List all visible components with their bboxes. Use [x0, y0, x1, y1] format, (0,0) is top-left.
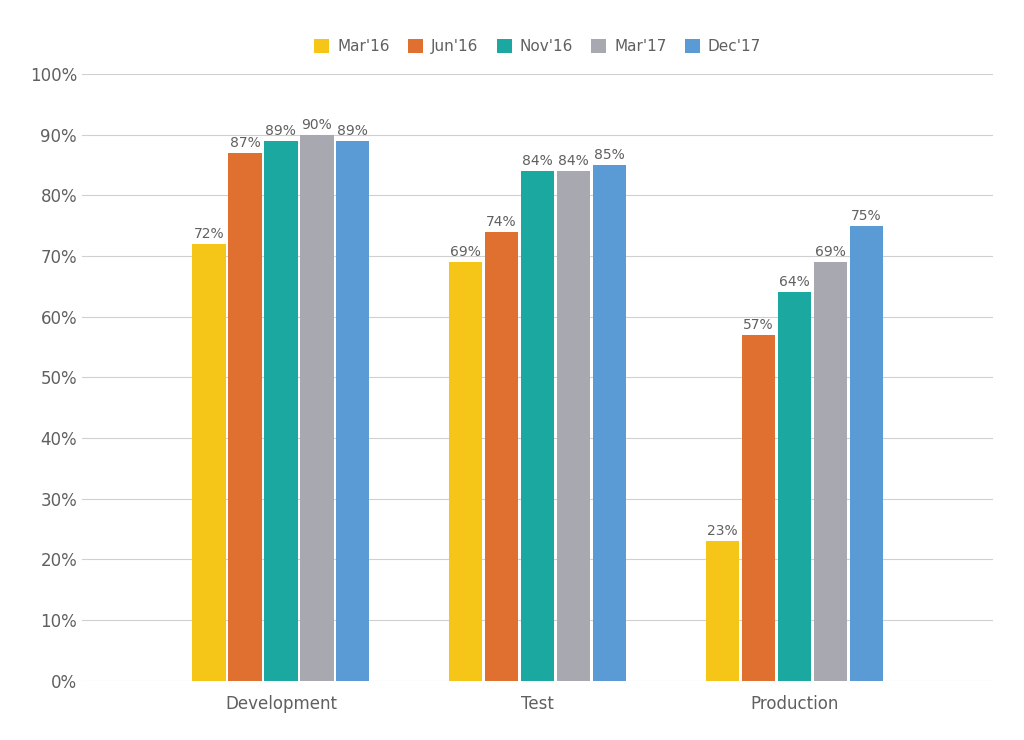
- Bar: [557, 171, 590, 681]
- Text: 84%: 84%: [558, 154, 589, 168]
- Text: 89%: 89%: [265, 124, 296, 138]
- Text: 90%: 90%: [301, 118, 332, 132]
- Text: 64%: 64%: [779, 275, 810, 289]
- Bar: [300, 135, 334, 681]
- Bar: [706, 541, 739, 681]
- Bar: [336, 141, 370, 681]
- Bar: [521, 171, 554, 681]
- Text: 72%: 72%: [194, 227, 224, 241]
- Bar: [193, 244, 225, 681]
- Text: 69%: 69%: [815, 245, 846, 259]
- Bar: [777, 292, 811, 681]
- Text: 75%: 75%: [851, 209, 882, 223]
- Bar: [485, 232, 518, 681]
- Bar: [264, 141, 298, 681]
- Bar: [850, 226, 883, 681]
- Text: 69%: 69%: [451, 245, 481, 259]
- Bar: [450, 262, 482, 681]
- Legend: Mar'16, Jun'16, Nov'16, Mar'17, Dec'17: Mar'16, Jun'16, Nov'16, Mar'17, Dec'17: [308, 33, 767, 61]
- Text: 87%: 87%: [229, 136, 260, 149]
- Bar: [814, 262, 847, 681]
- Text: 84%: 84%: [522, 154, 553, 168]
- Text: 85%: 85%: [594, 148, 625, 162]
- Bar: [228, 153, 261, 681]
- Bar: [741, 335, 775, 681]
- Text: 74%: 74%: [486, 215, 517, 229]
- Text: 23%: 23%: [708, 524, 737, 538]
- Bar: [593, 165, 626, 681]
- Text: 89%: 89%: [337, 124, 369, 138]
- Text: 57%: 57%: [743, 318, 774, 332]
